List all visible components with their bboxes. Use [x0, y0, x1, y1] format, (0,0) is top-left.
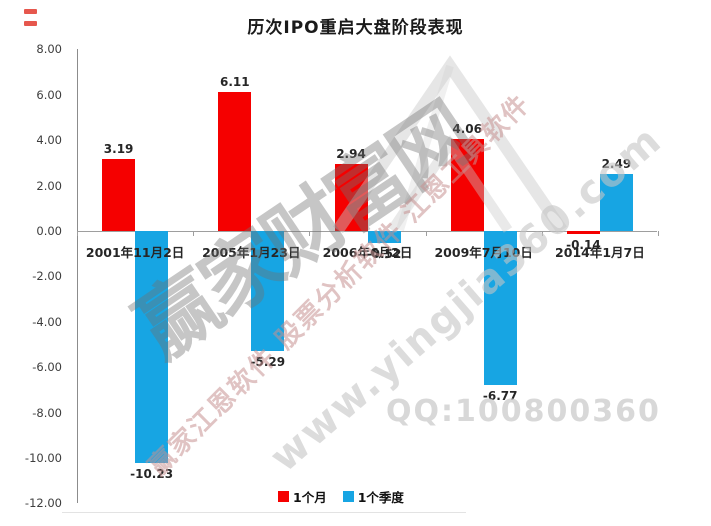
bar-1个季度-4	[599, 174, 633, 231]
value-label: -0.14	[566, 238, 601, 253]
bar-1个季度-2	[367, 231, 401, 243]
category-label: 2014年1月7日	[555, 245, 645, 260]
category-label: 2006年6月2日	[322, 245, 413, 260]
value-label: 6.11	[219, 75, 250, 90]
legend-item-quarter: 1个季度	[342, 487, 404, 506]
value-label: 2.49	[601, 157, 632, 172]
bottom-border-line	[62, 512, 466, 513]
category-boundary-tick	[541, 231, 543, 236]
y-tick-label: 8.00	[36, 42, 62, 57]
y-tick-label: 6.00	[36, 87, 62, 102]
zero-axis-line	[77, 231, 657, 232]
y-tick-label: 0.00	[36, 224, 62, 238]
legend: 1个月 1个季度	[278, 487, 404, 506]
y-tick-label: 2.00	[36, 178, 62, 193]
legend-label-quarter: 1个季度	[357, 490, 404, 505]
category-boundary-tick	[193, 231, 195, 236]
y-tick-label: 4.00	[36, 133, 62, 148]
category-label: 2005年1月23日	[202, 245, 301, 260]
category-label: 2001年11月2日	[85, 245, 185, 260]
y-tick-label: -4.00	[32, 314, 62, 329]
value-label: 4.06	[452, 121, 482, 136]
y-tick-label: -2.00	[32, 269, 62, 284]
y-axis-line	[77, 49, 78, 503]
value-label: -0.52	[366, 246, 402, 261]
legend-swatch-red	[278, 491, 289, 502]
bar-1个季度-0	[135, 231, 169, 464]
bar-1个月-2	[334, 164, 368, 231]
y-tick-label: -10.00	[24, 451, 62, 465]
bar-1个月-4	[566, 231, 600, 235]
y-tick-label: -6.00	[32, 360, 62, 375]
category-boundary-tick	[309, 231, 311, 236]
legend-item-month: 1个月	[278, 487, 327, 506]
value-label: -5.29	[250, 355, 286, 370]
bar-1个月-1	[218, 92, 252, 231]
value-label: -10.23	[130, 467, 174, 482]
y-tick-label: -12.00	[24, 496, 62, 511]
value-label: -6.77	[482, 388, 518, 403]
category-boundary-tick	[425, 231, 427, 236]
legend-swatch-blue	[342, 491, 354, 502]
category-boundary-tick	[77, 231, 78, 236]
y-tick-label: -8.00	[32, 405, 62, 420]
bar-1个季度-3	[483, 231, 517, 385]
legend-label-month: 1个月	[293, 490, 327, 505]
category-boundary-tick	[658, 231, 659, 236]
bar-1个月-3	[450, 138, 484, 231]
chart-title: 历次IPO重启大盘阶段表现	[247, 18, 464, 38]
value-label: 3.19	[103, 141, 134, 156]
value-label: 2.94	[336, 147, 366, 162]
bar-1个季度-1	[251, 231, 285, 352]
category-label: 2009年7月10日	[434, 245, 533, 260]
bar-1个月-0	[102, 158, 136, 231]
